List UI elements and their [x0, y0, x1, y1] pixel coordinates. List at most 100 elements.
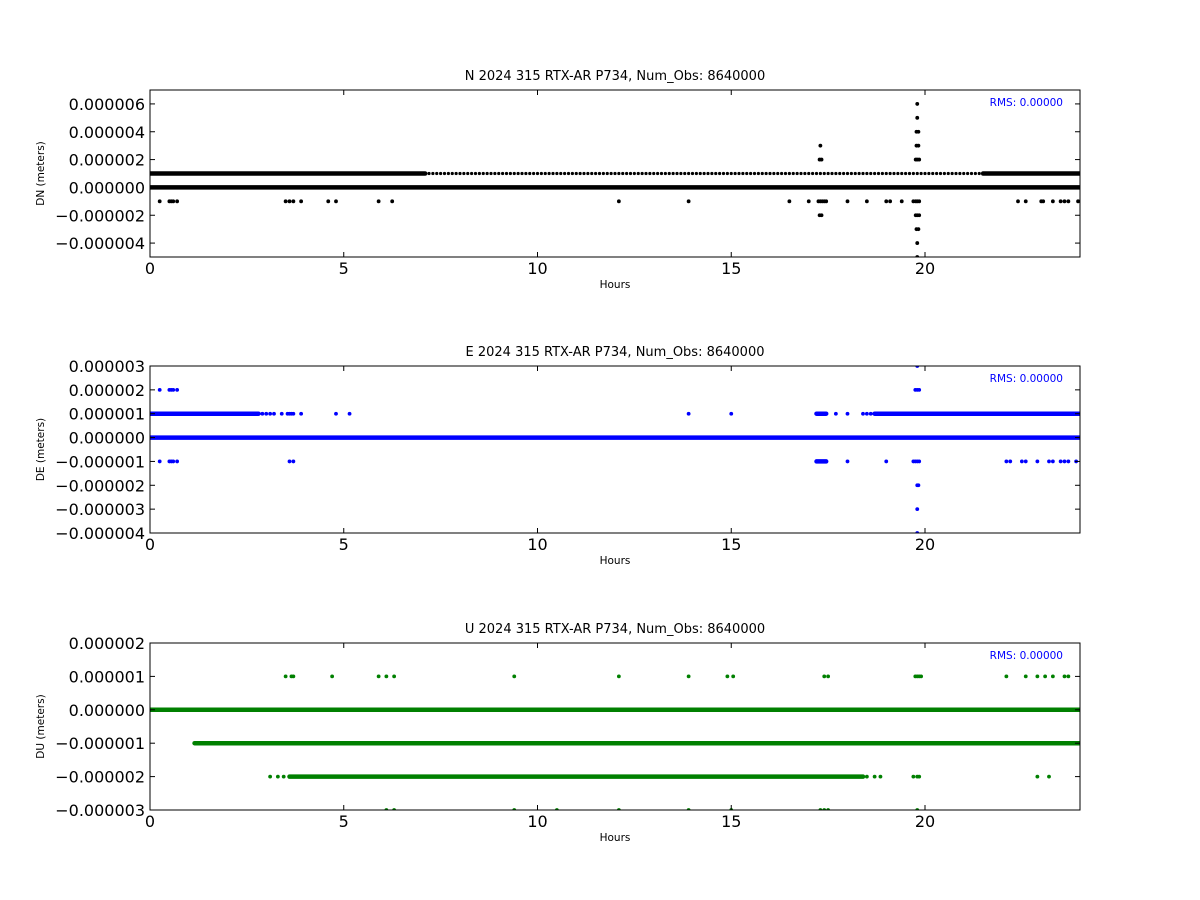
sparse-band-point	[842, 171, 846, 176]
y-axis-label: DE (meters)	[35, 418, 47, 481]
subplot-3: 0 5 10 15 20 0.000002 0.000001 0.000000 −0.00000…	[35, 622, 1081, 844]
data-point	[729, 411, 734, 416]
sparse-band-point	[578, 171, 582, 176]
sparse-band-point	[532, 171, 536, 176]
data-point	[1050, 199, 1055, 204]
sparse-band-point	[973, 171, 977, 176]
data-point	[872, 774, 877, 779]
sparse-band-point	[869, 171, 873, 176]
data-point	[1066, 199, 1071, 204]
sparse-band-point	[799, 171, 803, 176]
data-point	[175, 459, 180, 464]
data-point	[864, 411, 869, 416]
data-point	[686, 674, 691, 679]
sparse-band-point	[818, 171, 822, 176]
data-point	[916, 483, 921, 488]
data-point	[283, 199, 288, 204]
sparse-band-point	[485, 171, 489, 176]
sparse-band-point	[791, 171, 795, 176]
sparse-band-point	[950, 171, 954, 176]
sparse-band-point	[900, 171, 904, 176]
sparse-band-point	[442, 171, 447, 176]
sparse-band-point	[977, 171, 981, 176]
data-point	[330, 674, 335, 679]
sparse-band-point	[555, 171, 559, 176]
sparse-band-point	[764, 171, 768, 176]
sparse-band-point	[721, 171, 726, 176]
sparse-band-point	[772, 171, 776, 176]
sparse-band-point	[969, 171, 974, 176]
sparse-band-point	[911, 171, 915, 176]
sparse-band-point	[946, 171, 950, 176]
sparse-band-point	[640, 171, 644, 176]
sparse-band-point	[694, 171, 698, 176]
data-point	[725, 674, 730, 679]
data-point	[1023, 459, 1028, 464]
x-tick-label: 0	[145, 812, 155, 831]
data-point	[845, 459, 850, 464]
sparse-band-point	[621, 171, 625, 176]
sparse-band-point	[462, 171, 466, 176]
sparse-band-point	[489, 171, 493, 176]
sparse-band-point	[539, 171, 543, 176]
sparse-band-point	[450, 171, 454, 176]
sparse-band-point	[586, 171, 590, 176]
data-point	[334, 199, 338, 204]
sparse-band-point	[590, 171, 594, 176]
data-point	[376, 674, 381, 679]
sparse-band-point	[636, 171, 640, 176]
sparse-band-point	[725, 171, 729, 176]
sparse-band-point	[512, 171, 516, 176]
data-point	[818, 143, 823, 148]
data-point	[287, 199, 292, 204]
data-point	[347, 411, 352, 416]
data-point	[917, 459, 922, 464]
y-tick-label: 0.000002	[69, 381, 145, 400]
data-point	[1062, 459, 1067, 464]
sparse-band-point	[652, 171, 656, 176]
sparse-band-point	[702, 171, 706, 176]
y-tick-label: 0.000000	[69, 178, 145, 197]
sparse-band-point	[454, 171, 458, 176]
sparse-band-point	[931, 171, 935, 176]
axes-frame	[149, 642, 1081, 811]
sparse-band-point	[849, 171, 853, 176]
y-tick-label: −0.000002	[55, 206, 145, 225]
subplot-title: N 2024 315 RTX-AR P734, Num_Obs: 8640000	[465, 69, 765, 84]
data-point	[272, 411, 276, 416]
sparse-band-point	[776, 171, 780, 176]
data-point	[157, 387, 162, 392]
x-axis-label: Hours	[600, 832, 631, 844]
data-point	[390, 199, 395, 204]
sparse-band-point	[683, 171, 687, 176]
x-tick-label: 5	[339, 535, 349, 554]
y-tick-label: 0.000001	[69, 405, 145, 424]
data-point	[299, 199, 304, 204]
data-point	[275, 774, 280, 779]
sparse-band-point	[582, 171, 586, 176]
y-tick-label: 0.000000	[69, 429, 145, 448]
data-point	[1041, 199, 1046, 204]
sparse-band-point	[803, 171, 807, 176]
x-tick-label: 10	[527, 535, 547, 554]
data-point	[917, 387, 922, 392]
sparse-band-point	[423, 171, 427, 176]
sparse-band-point	[427, 171, 431, 176]
sparse-band-point	[613, 171, 617, 176]
sparse-band-point	[822, 171, 826, 176]
sparse-band-point	[648, 171, 652, 176]
sparse-band-point	[756, 171, 760, 176]
sparse-band-point	[733, 171, 737, 176]
data-point	[916, 227, 921, 232]
sparse-band-point	[907, 171, 912, 176]
sparse-band-point	[942, 171, 946, 176]
y-tick-label: 0.000002	[69, 151, 145, 170]
data-point	[916, 143, 921, 148]
y-tick-label: −0.000002	[55, 768, 145, 787]
rms-annotation: RMS: 0.00000	[990, 650, 1063, 662]
sparse-band-point	[547, 171, 551, 176]
x-axis-label: Hours	[600, 279, 631, 291]
data-point	[833, 411, 838, 416]
data-point	[1066, 674, 1071, 679]
